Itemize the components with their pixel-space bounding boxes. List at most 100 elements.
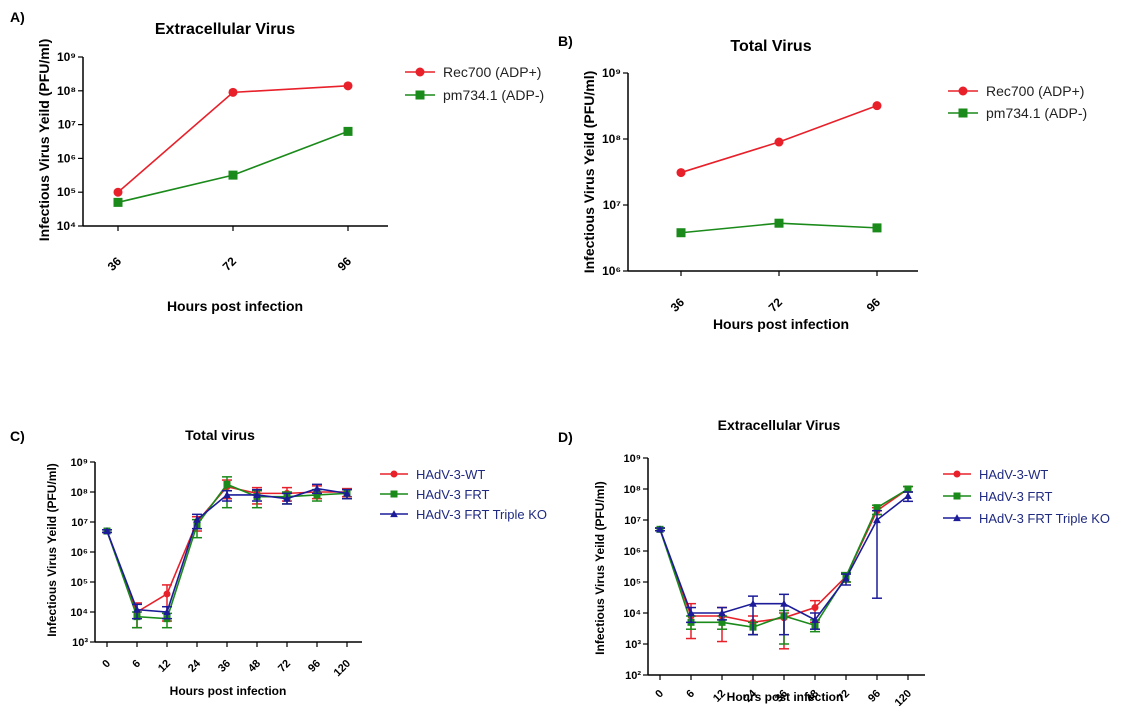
- x-tick-label: 0: [653, 688, 666, 701]
- y-tick-label: 10⁴: [57, 219, 76, 233]
- data-point: [113, 197, 123, 207]
- series-square: [113, 126, 353, 207]
- legend-entry: HAdV-3 FRT Triple KO: [943, 511, 1110, 526]
- x-tick-label: 48: [246, 658, 263, 675]
- x-tick-label: 6: [684, 688, 697, 701]
- y-tick-label: 10⁸: [624, 484, 641, 496]
- x-tick-label: 96: [866, 688, 883, 705]
- data-point: [103, 527, 111, 535]
- data-point: [228, 170, 238, 180]
- series-circle: [676, 101, 882, 178]
- series-line: [117, 130, 349, 204]
- y-tick-label: 10⁷: [71, 517, 88, 529]
- y-tick-label: 10²: [625, 670, 641, 682]
- data-point: [163, 590, 171, 598]
- data-point: [811, 604, 819, 612]
- data-point: [687, 609, 695, 617]
- data-point: [873, 504, 881, 512]
- chart-panel-a: A) Extracellular Virus 10⁴ 10⁵ 10⁶ 10⁷ 10⁸ 10⁹ 3…: [10, 9, 544, 314]
- chart-panel-c: C) Total virus 10³ 10⁴ 10⁵ 10⁶ 10⁷ 10⁸ 10⁹ 0 6 12 24…: [10, 427, 547, 698]
- legend-marker: [415, 90, 425, 100]
- data-point: [163, 608, 171, 616]
- x-tick-label: 72: [276, 658, 293, 675]
- data-point: [223, 480, 231, 488]
- y-tick-label: 10³: [625, 639, 641, 651]
- data-point: [343, 126, 353, 136]
- x-tick-label: 36: [668, 295, 688, 315]
- legend-entry: HAdV-3-WT: [380, 467, 485, 482]
- panel-label: B): [558, 33, 573, 49]
- x-axis-label: Hours post infection: [727, 690, 844, 704]
- data-point: [873, 516, 881, 524]
- x-tick-label: 72: [220, 254, 240, 274]
- legend-marker: [390, 510, 398, 518]
- data-point: [313, 484, 321, 492]
- legend-entry: pm734.1 (ADP-): [948, 105, 1087, 121]
- legend-entry: HAdV-3-WT: [943, 467, 1048, 482]
- y-tick-label: 10⁵: [71, 577, 88, 589]
- data-point: [904, 485, 912, 493]
- data-point: [133, 605, 141, 613]
- legend-label: HAdV-3 FRT Triple KO: [416, 507, 547, 522]
- data-point: [872, 101, 882, 111]
- x-tick-label: 36: [216, 658, 233, 675]
- legend-marker: [415, 67, 425, 77]
- y-tick-label: 10⁸: [602, 132, 621, 146]
- x-tick-label: 120: [893, 688, 914, 706]
- y-tick-label: 10⁶: [602, 264, 621, 278]
- y-axis-label: Infectious Virus Yeild (PFU/ml): [581, 71, 597, 274]
- legend-marker: [390, 490, 398, 498]
- y-tick-label: 10⁹: [71, 457, 88, 469]
- y-axis-label: Infectious Virus Yeild (PFU/ml): [45, 463, 59, 637]
- data-point: [283, 494, 291, 502]
- y-tick-label: 10⁶: [57, 151, 76, 165]
- y-tick-label: 10⁷: [624, 515, 641, 527]
- data-point: [904, 492, 912, 499]
- legend-entry: HAdV-3 FRT: [943, 489, 1053, 504]
- y-tick-label: 10⁸: [71, 487, 88, 499]
- x-tick-label: 12: [711, 688, 728, 705]
- x-tick-label: 24: [186, 657, 204, 675]
- chart-title: Total Virus: [730, 38, 811, 55]
- y-tick-label: 10⁹: [602, 66, 621, 80]
- x-tick-label: 0: [100, 658, 113, 671]
- x-tick-label: 6: [130, 658, 143, 671]
- legend-marker: [953, 514, 961, 522]
- data-point: [676, 228, 686, 238]
- y-axis-label: Infectious Virus Yeild (PFU/ml): [593, 481, 607, 655]
- y-tick-label: 10⁶: [624, 546, 641, 558]
- legend-label: HAdV-3 FRT: [979, 489, 1053, 504]
- series-square: [676, 218, 882, 238]
- legend-marker: [958, 86, 968, 96]
- legend-entry: pm734.1 (ADP-): [405, 87, 544, 103]
- data-point: [228, 87, 238, 97]
- x-tick-label: 96: [335, 254, 355, 274]
- y-tick-label: 10⁵: [624, 577, 641, 589]
- legend-marker: [958, 108, 968, 118]
- legend-label: Rec700 (ADP+): [443, 64, 541, 80]
- data-point: [343, 81, 353, 91]
- series-triangle: [102, 483, 352, 620]
- x-tick-label: 12: [156, 658, 173, 675]
- y-tick-label: 10⁶: [71, 547, 88, 559]
- chart-title: Total virus: [185, 427, 255, 443]
- y-axis-label: Infectious Virus Yeild (PFU/ml): [36, 39, 52, 242]
- y-tick-label: 10⁴: [70, 607, 88, 619]
- data-point: [774, 137, 784, 147]
- legend-label: HAdV-3-WT: [979, 467, 1048, 482]
- y-tick-label: 10⁹: [57, 50, 76, 64]
- panel-label: A): [10, 9, 25, 25]
- data-point: [313, 491, 321, 499]
- data-point: [749, 599, 757, 607]
- panel-label: C): [10, 428, 25, 444]
- series-triangle: [655, 491, 913, 636]
- x-tick-label: 96: [306, 658, 323, 675]
- x-tick-label: 36: [105, 254, 125, 274]
- chart-panel-d: D) Extracellular Virus 10² 10³ 10⁴ 10⁵ 10⁶ 10⁷ 1…: [558, 417, 1110, 706]
- y-tick-label: 10⁵: [57, 185, 76, 199]
- legend-label: pm734.1 (ADP-): [986, 105, 1087, 121]
- data-point: [343, 489, 351, 497]
- panel-label: D): [558, 429, 573, 445]
- chart-title: Extracellular Virus: [155, 21, 295, 38]
